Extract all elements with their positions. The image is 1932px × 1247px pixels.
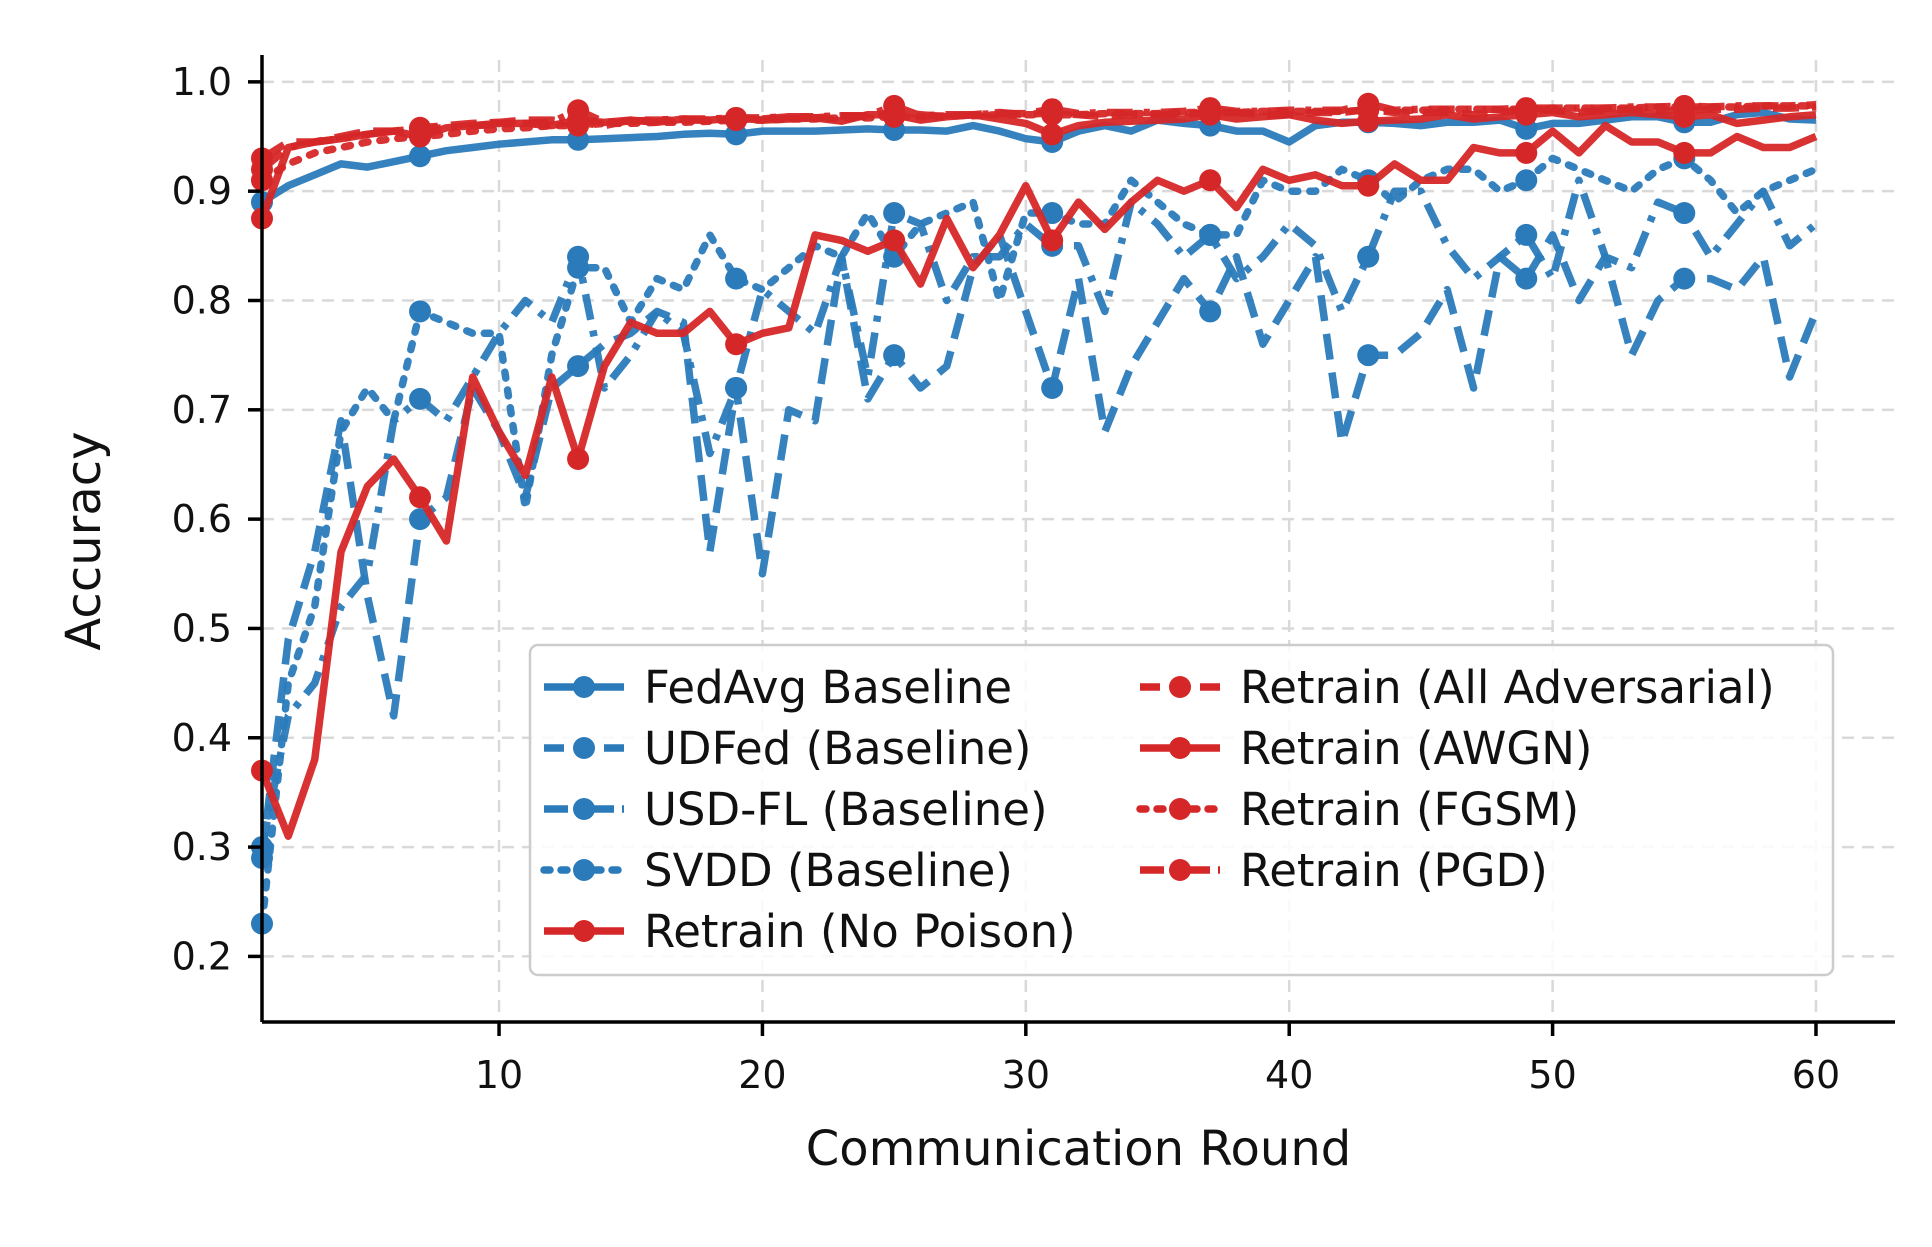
data-point-marker (883, 94, 906, 117)
data-point-marker (1673, 267, 1696, 290)
data-point-marker (725, 333, 748, 356)
legend-label: Retrain (FGSM) (1240, 783, 1579, 836)
data-point-marker (1041, 123, 1064, 146)
data-point-marker (1357, 174, 1380, 197)
data-point-marker (1041, 376, 1064, 399)
y-tick-label: 0.7 (172, 388, 232, 432)
y-tick-label: 0.4 (172, 716, 232, 760)
series-retrain-no-poison (251, 121, 1818, 840)
legend-label: Retrain (No Poison) (644, 905, 1076, 958)
x-tick-label: 30 (1002, 1053, 1050, 1097)
legend-marker-swatch (573, 920, 595, 942)
legend-entry: USD-FL (Baseline) (544, 783, 1048, 836)
data-point-marker (883, 202, 906, 225)
data-point-marker (1357, 92, 1380, 115)
legend-entry: Retrain (No Poison) (544, 905, 1076, 958)
axes-layer: 10 20 30 40 50 60 0.2 0.3 0.4 0.5 0.6 0.7 0.8 0.9 1.0 (172, 55, 1895, 1097)
data-point-marker (1515, 267, 1538, 290)
x-tick-label: 20 (738, 1053, 786, 1097)
legend-label: Retrain (All Adversarial) (1240, 661, 1775, 714)
legend-marker-swatch (573, 798, 595, 820)
series-layer (251, 92, 1820, 935)
data-point-marker (567, 114, 590, 137)
data-point-marker (409, 300, 432, 323)
data-point-marker (1357, 245, 1380, 268)
legend-label: FedAvg Baseline (644, 661, 1012, 714)
data-point-marker (1515, 141, 1538, 164)
data-point-marker (883, 344, 906, 367)
legend-entry: SVDD (Baseline) (540, 844, 1013, 897)
data-point-marker (1673, 141, 1696, 164)
y-tick-label: 0.9 (172, 169, 232, 213)
data-point-marker (1673, 202, 1696, 225)
legend-entry: UDFed (Baseline) (544, 722, 1031, 775)
y-tick-label: 0.6 (172, 497, 232, 541)
series-line (260, 108, 1817, 206)
legend-label: Retrain (AWGN) (1240, 722, 1592, 775)
legend-marker-swatch (573, 676, 595, 698)
data-point-marker (409, 486, 432, 509)
data-point-marker (1515, 97, 1538, 120)
data-point-marker (1041, 229, 1064, 252)
y-tick-label: 0.8 (172, 279, 232, 323)
x-axis-label: Communication Round (806, 1121, 1351, 1177)
legend-marker-swatch (573, 859, 595, 881)
data-point-marker (725, 106, 748, 129)
data-point-marker (1199, 97, 1222, 120)
series-line (258, 108, 1817, 220)
data-point-marker (1041, 98, 1064, 121)
y-tick-label: 0.5 (172, 606, 232, 650)
legend: FedAvg Baseline UDFed (Baseline) USD-FL (B… (528, 643, 1835, 977)
data-point-marker (1199, 223, 1222, 246)
y-tick-label: 0.2 (172, 934, 232, 978)
series-line (259, 99, 1817, 173)
data-point-marker (1357, 344, 1380, 367)
data-point-marker (1041, 202, 1064, 225)
series-line (258, 121, 1818, 840)
data-point-marker (409, 145, 432, 168)
y-axis-label: Accuracy (56, 431, 112, 650)
data-point-marker (409, 117, 432, 140)
x-tick-label: 50 (1528, 1053, 1576, 1097)
legend-marker-swatch (573, 737, 595, 759)
series-retrain-pgd (251, 92, 1817, 181)
legend-label: USD-FL (Baseline) (644, 783, 1048, 836)
legend-marker-swatch (1169, 737, 1191, 759)
y-tick-label: 1.0 (172, 60, 232, 104)
legend-marker-swatch (1169, 676, 1191, 698)
data-point-marker (1515, 169, 1538, 192)
y-tick-label: 0.3 (172, 825, 232, 869)
legend-marker-swatch (1169, 859, 1191, 881)
data-point-marker (1199, 300, 1222, 323)
x-tick-label: 10 (475, 1053, 523, 1097)
legend-label: UDFed (Baseline) (644, 722, 1031, 775)
data-point-marker (883, 229, 906, 252)
data-point-marker (567, 355, 590, 378)
legend-entry: Retrain (PGD) (1140, 844, 1548, 897)
x-tick-label: 60 (1792, 1053, 1840, 1097)
legend-entry: Retrain (All Adversarial) (1140, 661, 1775, 714)
data-point-marker (567, 448, 590, 471)
legend-label: Retrain (PGD) (1240, 844, 1548, 897)
data-point-marker (409, 387, 432, 410)
legend-marker-swatch (1169, 798, 1191, 820)
legend-entry: Retrain (FGSM) (1136, 783, 1579, 836)
series-line (258, 231, 1820, 859)
series-line (258, 176, 1819, 848)
data-point-marker (725, 267, 748, 290)
data-point-marker (1673, 94, 1696, 117)
data-point-marker (725, 376, 748, 399)
x-tick-label: 40 (1265, 1053, 1313, 1097)
data-point-marker (567, 256, 590, 279)
data-point-marker (567, 99, 590, 122)
legend-entry: FedAvg Baseline (544, 661, 1012, 714)
data-point-marker (1515, 223, 1538, 246)
legend-label: SVDD (Baseline) (644, 844, 1013, 897)
legend-entry: Retrain (AWGN) (1140, 722, 1592, 775)
data-point-marker (1199, 169, 1222, 192)
